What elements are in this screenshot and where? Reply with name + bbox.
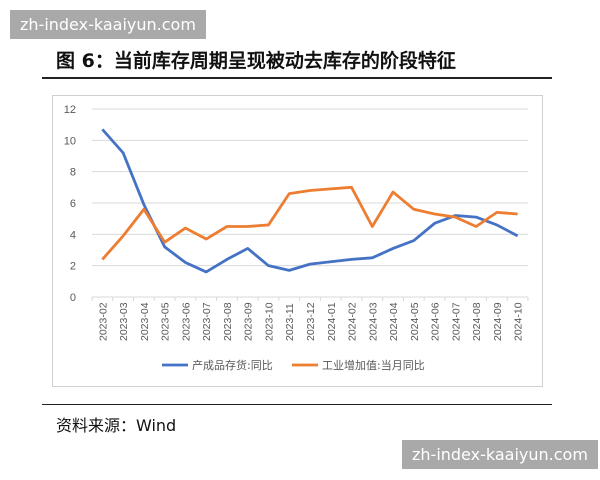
x-tick-label: 2024-06: [430, 302, 442, 341]
x-tick-label: 2024-10: [513, 302, 525, 341]
x-tick-label: 2024-04: [388, 302, 400, 341]
x-tick-label: 2024-08: [471, 302, 483, 341]
x-tick-label: 2024-01: [326, 302, 338, 341]
x-tick-label: 2023-07: [201, 302, 213, 341]
bottom-rule: [42, 404, 552, 405]
y-tick-label: 10: [64, 135, 76, 147]
watermark: zh-index-kaaiyun.com: [402, 440, 598, 469]
top-rule: [42, 77, 552, 79]
x-tick-label: 2023-12: [305, 302, 317, 341]
series-line-1: [101, 128, 519, 274]
figure-title: 图 6：当前库存周期呈现被动去库存的阶段特征: [56, 50, 456, 72]
x-tick-label: 2023-08: [222, 302, 234, 341]
x-tick-label: 2023-10: [263, 302, 275, 341]
x-tick-label: 2023-03: [118, 302, 130, 341]
x-tick-label: 2023-09: [243, 302, 255, 341]
y-tick-label: 8: [70, 167, 76, 179]
y-tick-label: 12: [64, 104, 76, 116]
x-tick-label: 2024-09: [492, 302, 504, 341]
legend-label: 产成品存货:同比: [192, 358, 273, 372]
y-tick-label: 6: [70, 198, 76, 210]
x-tick-label: 2024-02: [347, 302, 359, 341]
x-tick-label: 2023-06: [180, 302, 192, 341]
x-tick-label: 2024-03: [367, 302, 379, 341]
x-tick-label: 2023-11: [284, 303, 296, 341]
watermark: zh-index-kaaiyun.com: [10, 10, 206, 39]
legend-label: 工业增加值:当月同比: [322, 358, 425, 372]
x-tick-label: 2023-05: [160, 302, 172, 341]
y-tick-label: 2: [70, 261, 76, 273]
chart-frame: [52, 95, 543, 387]
source-note: 资料来源：Wind: [56, 416, 177, 435]
x-tick-label: 2023-04: [139, 302, 151, 341]
x-tick-label: 2024-05: [409, 302, 421, 341]
y-tick-label: 4: [70, 229, 76, 241]
x-tick-label: 2023-02: [97, 302, 109, 341]
x-tick-label: 2024-07: [450, 302, 462, 341]
y-tick-label: 0: [70, 292, 76, 304]
